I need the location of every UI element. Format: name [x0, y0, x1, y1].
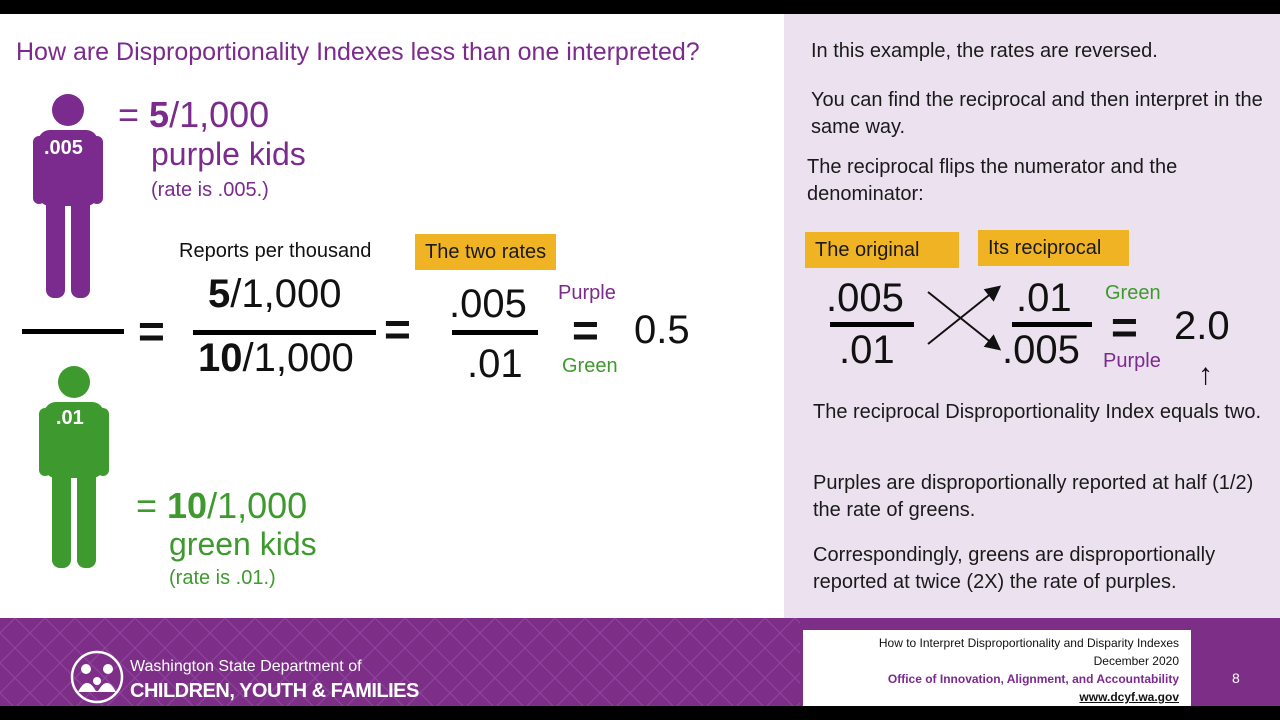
purple-person-icon: [33, 94, 103, 298]
equals-sign-2: =: [384, 303, 411, 355]
org-name-line2: CHILDREN, YOUTH & FAMILIES: [130, 680, 419, 702]
fraction1-denominator: 10/1,000: [198, 336, 354, 380]
green-rate-denom: /1,000: [207, 485, 308, 526]
person-fraction-bar: [22, 329, 124, 334]
fraction2-numerator: .005: [449, 282, 527, 326]
equals-sign-3: =: [572, 304, 599, 356]
slide-title: How are Disproportionality Indexes less …: [16, 38, 700, 66]
dcyf-logo-icon: [70, 650, 124, 704]
green-person-icon: [39, 366, 109, 568]
equals-sign-1: =: [138, 305, 165, 357]
info-date: December 2020: [1093, 654, 1179, 668]
reports-per-thousand-label: Reports per thousand: [179, 240, 372, 262]
page-number: 8: [1232, 670, 1240, 686]
explanation-panel: In this example, the rates are reversed.…: [784, 14, 1280, 618]
purple-rate-line: = 5/1,000: [118, 94, 269, 136]
green-rate-note: (rate is .01.): [169, 567, 276, 589]
presentation-info-box: How to Interpret Disproportionality and …: [803, 630, 1191, 706]
footer-pattern: [0, 618, 800, 706]
panel-text-4: The reciprocal Disproportionality Index …: [813, 401, 1261, 423]
purple-eq: =: [118, 94, 150, 135]
result-value: 0.5: [634, 308, 690, 352]
purple-rate-num: 5: [149, 94, 170, 135]
panel-text-6: Correspondingly, greens are disproportio…: [813, 544, 1216, 593]
reciprocal-green-label: Green: [1105, 282, 1161, 304]
green-rate-num: 10: [167, 485, 208, 526]
purple-person-badge: .005: [44, 137, 83, 159]
purple-numerator-label: Purple: [558, 282, 616, 304]
purple-rate-note: (rate is .005.): [151, 179, 269, 201]
panel-text-2: You can find the reciprocal and then int…: [811, 89, 1263, 138]
reciprocal-equals-sign: =: [1111, 301, 1138, 353]
flip-arrows-icon: [927, 285, 1002, 351]
green-denominator-label: Green: [562, 355, 618, 377]
green-eq: =: [136, 485, 168, 526]
fraction1-num-rest: /1,000: [230, 272, 342, 316]
fraction1-numerator: 5/1,000: [208, 272, 341, 316]
reciprocal-numerator: .01: [1016, 276, 1072, 320]
info-title: How to Interpret Disproportionality and …: [878, 636, 1179, 650]
reciprocal-result: 2.0: [1174, 304, 1230, 348]
up-arrow-icon: ↑: [1198, 358, 1213, 391]
two-rates-tag: The two rates: [415, 234, 557, 270]
purple-rate-denom: /1,000: [169, 94, 270, 135]
green-rate-line: = 10/1,000: [136, 485, 307, 527]
slide: How are Disproportionality Indexes less …: [0, 14, 1280, 706]
original-denominator: .01: [839, 328, 895, 372]
original-numerator: .005: [826, 276, 904, 320]
green-person-badge: .01: [56, 407, 84, 429]
info-office: Office of Innovation, Alignment, and Acc…: [887, 672, 1179, 686]
original-fraction-bar: [830, 322, 914, 327]
green-kids-label: green kids: [169, 526, 317, 562]
panel-text-5: Purples are disproportionally reported a…: [813, 472, 1254, 521]
fraction2-denominator: .01: [467, 342, 523, 386]
fraction1-num-bold: 5: [208, 272, 231, 316]
panel-text-1: In this example, the rates are reversed.: [811, 40, 1158, 62]
fraction2-bar: [452, 330, 538, 335]
fraction1-den-bold: 10: [198, 336, 243, 380]
fraction1-bar: [193, 330, 376, 335]
reciprocal-fraction-bar: [1012, 322, 1092, 327]
original-tag: The original: [805, 232, 959, 268]
info-url[interactable]: www.dcyf.wa.gov: [1079, 690, 1179, 704]
purple-kids-label: purple kids: [151, 136, 306, 172]
org-name-line1: Washington State Department of: [130, 658, 362, 675]
reciprocal-purple-label: Purple: [1103, 350, 1161, 372]
panel-text-3: The reciprocal flips the numerator and t…: [807, 156, 1178, 205]
fraction1-den-rest: /1,000: [242, 336, 354, 380]
reciprocal-denominator: .005: [1002, 328, 1080, 372]
reciprocal-tag: Its reciprocal: [978, 230, 1129, 266]
